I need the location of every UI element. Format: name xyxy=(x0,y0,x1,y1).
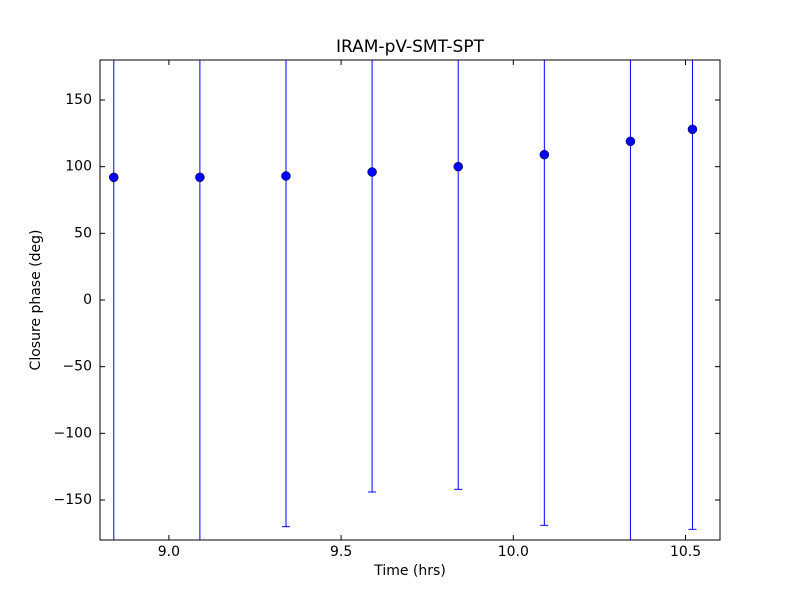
x-axis-label: Time (hrs) xyxy=(373,563,446,579)
y-tick-label: −100 xyxy=(54,425,92,441)
x-tick-label: 9.5 xyxy=(330,544,352,560)
data-point xyxy=(367,167,377,177)
data-point xyxy=(539,149,550,160)
x-tick-label: 10.5 xyxy=(670,544,701,560)
data-point xyxy=(195,172,205,183)
y-tick-label: −50 xyxy=(62,359,92,375)
x-tick-label: 10.0 xyxy=(498,544,529,560)
data-point xyxy=(281,171,291,181)
y-tick-label: 0 xyxy=(83,292,92,308)
plot-area xyxy=(109,60,698,540)
y-axis-label: Closure phase (deg) xyxy=(28,230,44,371)
chart-title: IRAM-pV-SMT-SPT xyxy=(336,37,485,57)
y-tick-label: 50 xyxy=(74,225,92,241)
data-point xyxy=(453,161,463,172)
data-point xyxy=(109,172,119,183)
data-point xyxy=(687,124,698,135)
y-tick-label: 150 xyxy=(65,92,92,108)
y-tick-label: −150 xyxy=(54,492,92,508)
data-point xyxy=(625,136,636,147)
y-tick-label: 100 xyxy=(65,159,92,175)
x-tick-label: 9.0 xyxy=(158,544,180,560)
